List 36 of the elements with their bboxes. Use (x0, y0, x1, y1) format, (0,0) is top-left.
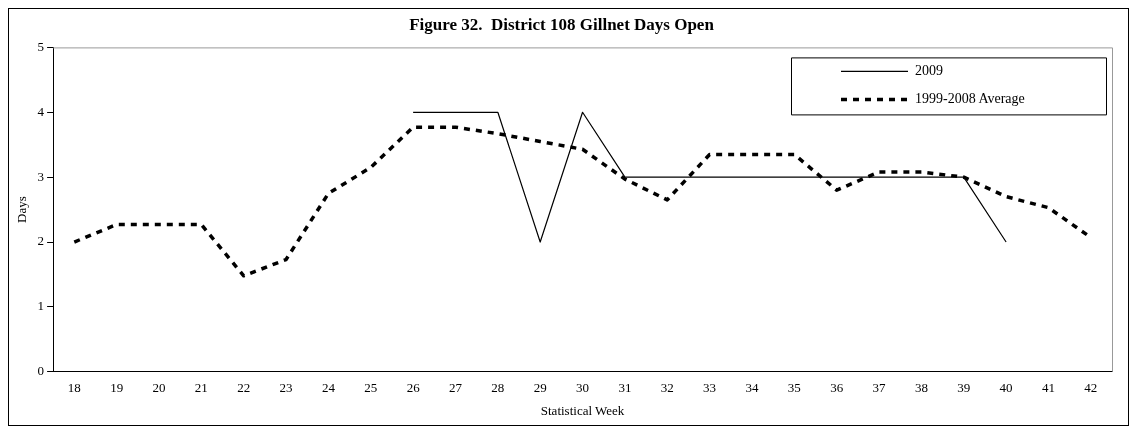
x-tick-label: 27 (448, 380, 463, 396)
x-tick-label: 25 (364, 380, 378, 396)
y-tick-label: 2 (37, 233, 45, 249)
y-tick-label: 1 (37, 298, 45, 314)
y-tick-label: 3 (37, 168, 45, 184)
x-tick-label: 24 (321, 380, 336, 396)
legend-label: 1999-2008 Average (915, 91, 1025, 107)
x-tick-label: 23 (279, 380, 293, 396)
x-tick-label: 20 (152, 380, 166, 396)
x-tick-label: 22 (237, 380, 251, 396)
x-tick-label: 35 (787, 380, 801, 396)
y-tick-label: 0 (37, 363, 45, 379)
x-tick-label: 40 (999, 380, 1013, 396)
x-tick-label: 34 (745, 380, 759, 396)
x-axis-title: Statistical Week (540, 402, 625, 418)
chart-title: Figure 32. District 108 Gillnet Days Open (409, 14, 715, 34)
x-tick-label: 38 (914, 380, 928, 396)
x-tick-label: 28 (491, 380, 505, 396)
x-tick-label: 36 (830, 380, 844, 396)
y-axis-title: Days (14, 196, 30, 223)
x-tick-label: 37 (872, 380, 887, 396)
x-tick-label: 29 (533, 380, 547, 396)
x-tick-label: 26 (406, 380, 421, 396)
x-tick-label: 33 (703, 380, 717, 396)
x-tick-label: 19 (110, 380, 124, 396)
y-tick-label: 5 (37, 38, 45, 54)
x-tick-label: 32 (660, 380, 674, 396)
x-tick-label: 31 (618, 380, 632, 396)
x-tick-label: 42 (1084, 380, 1098, 396)
x-tick-label: 21 (194, 380, 208, 396)
x-tick-label: 39 (957, 380, 971, 396)
x-tick-label: 41 (1041, 380, 1055, 396)
x-tick-label: 30 (576, 380, 590, 396)
y-tick-label: 4 (37, 103, 45, 119)
legend-label: 2009 (915, 63, 943, 79)
x-tick-label: 18 (67, 380, 81, 396)
